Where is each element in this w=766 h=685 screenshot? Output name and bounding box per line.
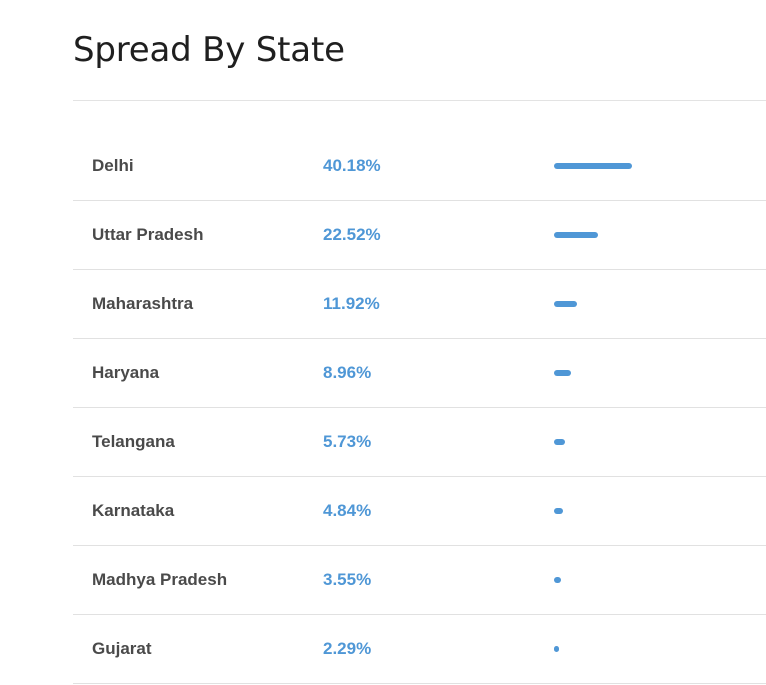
title-divider <box>73 100 766 101</box>
percentage-bar <box>554 577 561 583</box>
percentage-bar <box>554 163 633 169</box>
state-percentage: 22.52% <box>323 225 381 244</box>
percentage-bar <box>554 439 566 445</box>
state-percentage: 8.96% <box>323 363 372 382</box>
state-percentage: 2.29% <box>323 639 372 658</box>
state-name: Gujarat <box>92 639 152 658</box>
page-title: Spread By State <box>73 30 345 70</box>
table-row: Delhi 40.18% <box>73 132 766 201</box>
percentage-bar <box>554 301 578 307</box>
state-name: Maharashtra <box>92 294 194 313</box>
percentage-bar <box>554 646 559 652</box>
percentage-bar <box>554 508 564 514</box>
state-percentage: 5.73% <box>323 432 372 451</box>
state-percentage: 11.92% <box>323 294 380 313</box>
state-name: Uttar Pradesh <box>92 225 204 244</box>
state-percentage: 3.55% <box>323 570 372 589</box>
table-row: Karnataka 4.84% <box>73 477 766 546</box>
table-row: Haryana 8.96% <box>73 339 766 408</box>
state-percentage: 4.84% <box>323 501 372 520</box>
state-name: Madhya Pradesh <box>92 570 228 589</box>
state-percentage: 40.18% <box>323 156 381 175</box>
table-row: Madhya Pradesh 3.55% <box>73 546 766 615</box>
state-name: Delhi <box>92 156 134 175</box>
table-row: Telangana 5.73% <box>73 408 766 477</box>
state-name: Haryana <box>92 363 160 382</box>
table-row: Uttar Pradesh 22.52% <box>73 201 766 270</box>
percentage-bar <box>554 370 572 376</box>
table-row: Gujarat 2.29% <box>73 615 766 684</box>
state-spread-table: Delhi 40.18% Uttar Pradesh 22.52% Mahara… <box>73 132 766 684</box>
table-row: Maharashtra 11.92% <box>73 270 766 339</box>
percentage-bar <box>554 232 598 238</box>
state-name: Telangana <box>92 432 175 451</box>
state-name: Karnataka <box>92 501 175 520</box>
